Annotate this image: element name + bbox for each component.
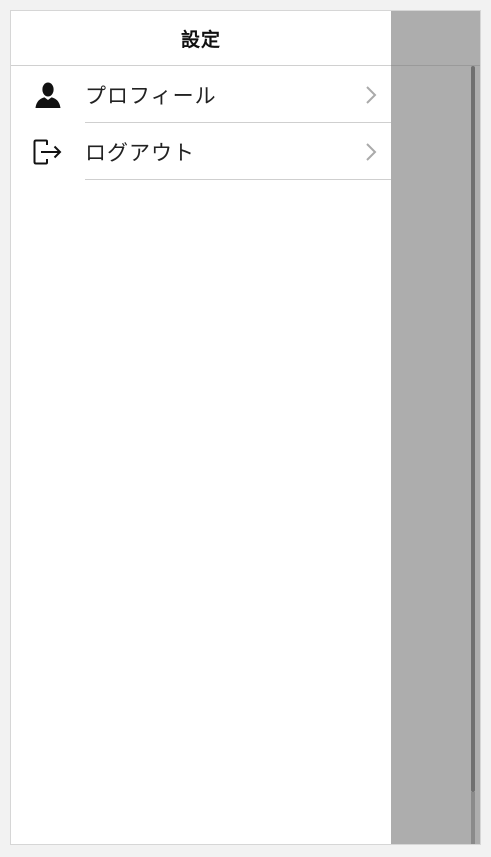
- settings-menu: プロフィール ログアウト: [11, 66, 391, 180]
- app-window: 設定 プロフィール: [10, 10, 481, 845]
- scrollbar[interactable]: [471, 66, 475, 792]
- backdrop-header-divider: [391, 65, 480, 66]
- drawer-header: 設定: [11, 11, 391, 66]
- menu-item-label: プロフィール: [85, 83, 217, 108]
- page-title: 設定: [180, 28, 221, 51]
- chevron-right-icon: [351, 142, 391, 162]
- chevron-right-icon: [351, 85, 391, 105]
- menu-item-profile[interactable]: プロフィール: [11, 66, 391, 123]
- menu-item-logout[interactable]: ログアウト: [11, 123, 391, 180]
- user-icon: [11, 66, 85, 123]
- menu-item-label: ログアウト: [85, 140, 195, 165]
- dimmed-backdrop[interactable]: [391, 11, 480, 844]
- logout-icon: [11, 123, 85, 180]
- settings-drawer: 設定 プロフィール: [11, 11, 391, 844]
- scrollbar-track: [471, 792, 475, 844]
